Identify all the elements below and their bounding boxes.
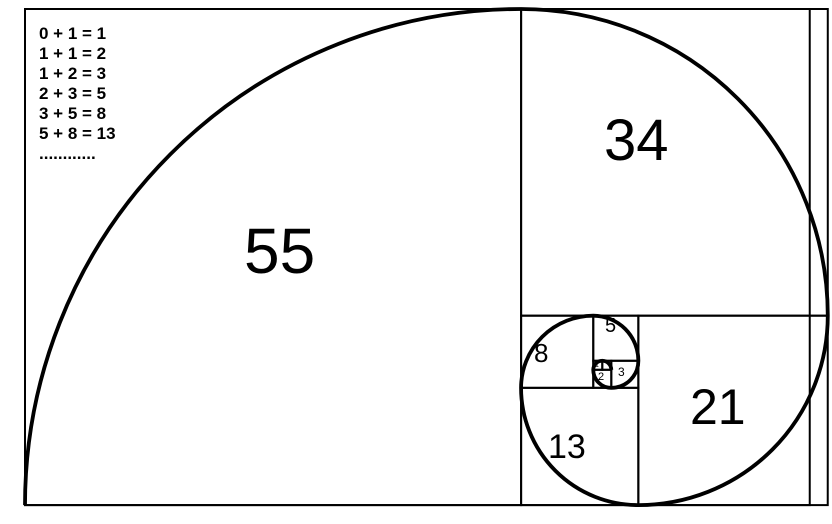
fib-label-1-8: 1 xyxy=(595,362,599,369)
fib-label-8-4: 8 xyxy=(534,340,548,366)
equation-line-5: 5 + 8 = 13 xyxy=(39,124,116,144)
equation-line-1: 1 + 1 = 2 xyxy=(39,44,116,64)
fib-label-21-2: 21 xyxy=(690,382,746,432)
fib-square-34-1 xyxy=(521,9,828,316)
equation-line-3: 2 + 3 = 5 xyxy=(39,84,116,104)
spiral-svg xyxy=(0,0,832,524)
fibonacci-spiral-diagram: 55342113853210 + 1 = 11 + 1 = 21 + 2 = 3… xyxy=(0,0,832,524)
fib-label-2-7: 2 xyxy=(598,372,604,383)
equation-line-0: 0 + 1 = 1 xyxy=(39,24,116,44)
fibonacci-equations: 0 + 1 = 11 + 1 = 21 + 2 = 32 + 3 = 53 + … xyxy=(39,24,116,164)
equation-ellipsis: ............ xyxy=(39,144,116,164)
fib-label-13-3: 13 xyxy=(548,430,586,464)
fib-label-5-5: 5 xyxy=(605,316,616,336)
fib-label-34-1: 34 xyxy=(604,112,669,170)
fib-label-55-0: 55 xyxy=(244,219,315,283)
fib-label-3-6: 3 xyxy=(618,366,625,378)
equation-line-2: 1 + 2 = 3 xyxy=(39,64,116,84)
equation-line-4: 3 + 5 = 8 xyxy=(39,104,116,124)
